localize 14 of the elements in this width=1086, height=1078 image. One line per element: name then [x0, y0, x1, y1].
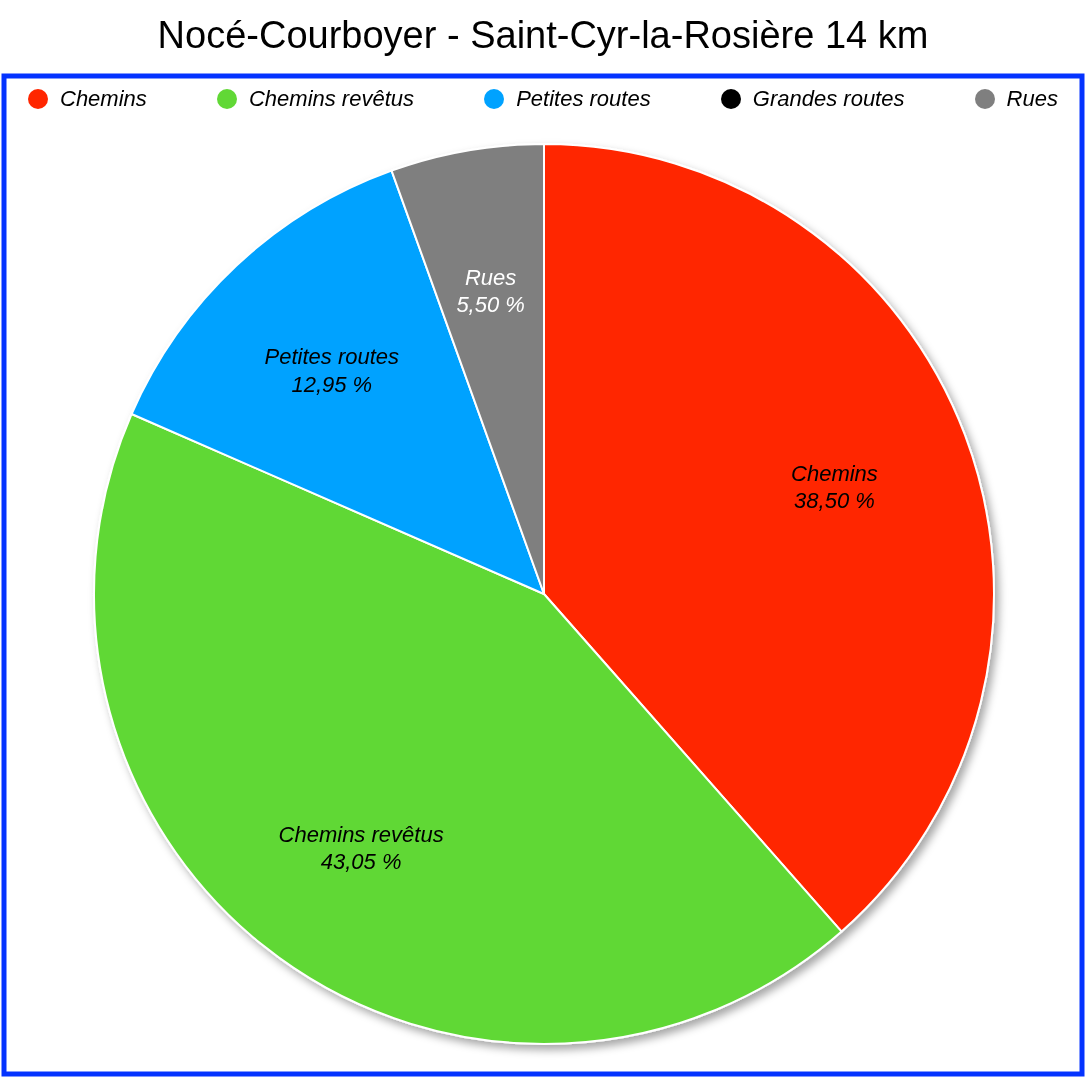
data-label: 5,50 %	[456, 292, 525, 318]
slice-label: Chemins revêtus	[278, 821, 444, 847]
legend-label: Chemins	[60, 86, 147, 112]
data-label: 43,05 %	[320, 849, 402, 875]
data-label: 12,95 %	[291, 371, 373, 397]
chart-title: Nocé-Courboyer - Saint-Cyr-la-Rosière 14 km	[157, 14, 929, 56]
legend-label: Grandes routes	[752, 86, 905, 112]
slice-label: Chemins	[791, 460, 878, 486]
legend-label: Chemins revêtus	[248, 86, 415, 112]
slice-label: Rues	[464, 264, 517, 290]
legend-label: Rues	[1006, 86, 1058, 112]
slice-label: Petites routes	[264, 344, 400, 370]
legend-label: Petites routes	[516, 86, 651, 112]
data-label: 38,50 %	[794, 488, 875, 514]
